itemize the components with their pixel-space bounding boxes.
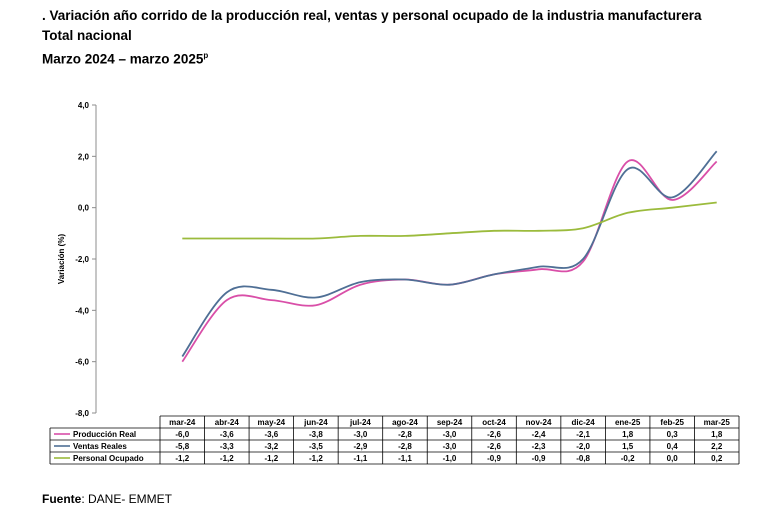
data-label: -2,4 — [532, 430, 546, 439]
x-category-label: feb-25 — [660, 418, 684, 427]
legend-entry: Ventas Reales — [73, 442, 127, 451]
chart-subtitle: Total nacional — [42, 28, 132, 43]
chart-header: . Variación año corrido de la producción… — [42, 6, 747, 70]
x-category-label: mar-25 — [704, 418, 731, 427]
data-label: 2,2 — [711, 442, 723, 451]
data-label: -3,0 — [443, 442, 457, 451]
data-label: -1,2 — [264, 454, 278, 463]
y-axis: 4,0 2,0 0,0 -2,0 -4,0 -6,0 -8,0 Variación (%) — [57, 101, 97, 418]
data-label: -0,8 — [576, 454, 590, 463]
x-category-label: sep-24 — [437, 418, 463, 427]
data-label: 0,3 — [667, 430, 679, 439]
x-category-label: jun-24 — [303, 418, 328, 427]
data-label: 1,8 — [622, 430, 634, 439]
x-category-label: ago-24 — [392, 418, 418, 427]
series-lines — [181, 150, 718, 363]
x-category-label: jul-24 — [349, 418, 371, 427]
data-label: -3,0 — [443, 430, 457, 439]
data-label: -0,9 — [532, 454, 546, 463]
y-axis-label: Variación (%) — [57, 234, 66, 285]
data-label: -2,8 — [398, 430, 412, 439]
data-label: -3,2 — [264, 442, 278, 451]
series-line-producci-n-real — [181, 159, 718, 363]
x-category-label: abr-24 — [215, 418, 240, 427]
y-tick-label: -8,0 — [75, 409, 89, 418]
data-label: -3,3 — [220, 442, 234, 451]
chart-period: Marzo 2024 – marzo 2025p — [42, 46, 747, 70]
data-label: -2,6 — [487, 430, 501, 439]
source-note: Fuente: DANE- EMMET — [42, 492, 172, 506]
data-label: 0,4 — [667, 442, 679, 451]
y-tick-label: 4,0 — [78, 101, 90, 110]
period-text: Marzo 2024 – marzo 2025 — [42, 51, 204, 67]
data-label: -2,8 — [398, 442, 412, 451]
data-label: -1,2 — [309, 454, 323, 463]
series-line-ventas-reales — [181, 150, 718, 358]
x-category-label: oct-24 — [482, 418, 506, 427]
legend-entry: Producción Real — [73, 430, 136, 439]
data-table: mar-24 abr-24 may-24 jun-24 jul-24 ago-24 sep-… — [49, 415, 740, 465]
data-label: -1,1 — [354, 454, 368, 463]
data-label: 0,0 — [667, 454, 679, 463]
data-label: -0,2 — [621, 454, 635, 463]
data-label: 1,8 — [711, 430, 723, 439]
data-label: -2,6 — [487, 442, 501, 451]
y-tick-label: -4,0 — [75, 306, 89, 315]
data-label: -2,3 — [532, 442, 546, 451]
data-label: -2,0 — [576, 442, 590, 451]
data-label: -3,6 — [264, 430, 278, 439]
data-label: -5,8 — [175, 442, 189, 451]
title-prefix: . — [42, 8, 46, 23]
x-category-label: mar-24 — [169, 418, 196, 427]
data-label: -2,9 — [354, 442, 368, 451]
data-label: -1,1 — [398, 454, 412, 463]
data-label: -3,5 — [309, 442, 323, 451]
source-text: : DANE- EMMET — [81, 492, 173, 506]
data-label: -1,2 — [175, 454, 189, 463]
y-tick-label: -2,0 — [75, 255, 89, 264]
y-tick-label: 0,0 — [78, 204, 90, 213]
legend-entry: Personal Ocupado — [73, 454, 144, 463]
data-label: -0,9 — [487, 454, 501, 463]
data-label: -3,8 — [309, 430, 323, 439]
period-mark: p — [203, 51, 209, 60]
data-label: -3,6 — [220, 430, 234, 439]
x-category-label: may-24 — [258, 418, 286, 427]
y-tick-label: 2,0 — [78, 152, 90, 161]
data-label: -3,0 — [354, 430, 368, 439]
data-label: 1,5 — [622, 442, 634, 451]
chart-title: . Variación año corrido de la producción… — [42, 6, 747, 26]
data-label: -6,0 — [175, 430, 189, 439]
series-line-personal-ocupado — [182, 201, 717, 240]
x-category-label: dic-24 — [572, 418, 596, 427]
source-label: Fuente — [42, 492, 82, 506]
data-label: -1,0 — [443, 454, 457, 463]
x-category-label: nov-24 — [526, 418, 552, 427]
data-label: -2,1 — [576, 430, 590, 439]
x-category-label: ene-25 — [615, 418, 641, 427]
data-label: 0,2 — [711, 454, 723, 463]
y-tick-label: -6,0 — [75, 358, 89, 367]
title-text: Variación año corrido de la producción r… — [49, 8, 702, 23]
data-label: -1,2 — [220, 454, 234, 463]
